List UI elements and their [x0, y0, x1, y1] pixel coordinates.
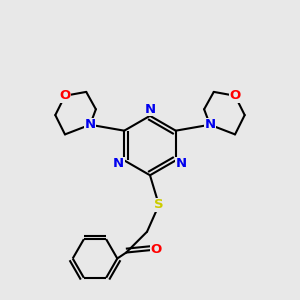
Text: N: N: [113, 157, 124, 170]
Text: N: N: [144, 103, 156, 116]
Text: S: S: [154, 199, 164, 212]
Text: N: N: [85, 118, 96, 131]
Text: O: O: [59, 89, 70, 102]
Text: O: O: [230, 89, 241, 102]
Text: O: O: [150, 243, 162, 256]
Text: N: N: [176, 157, 187, 170]
Text: N: N: [204, 118, 215, 131]
